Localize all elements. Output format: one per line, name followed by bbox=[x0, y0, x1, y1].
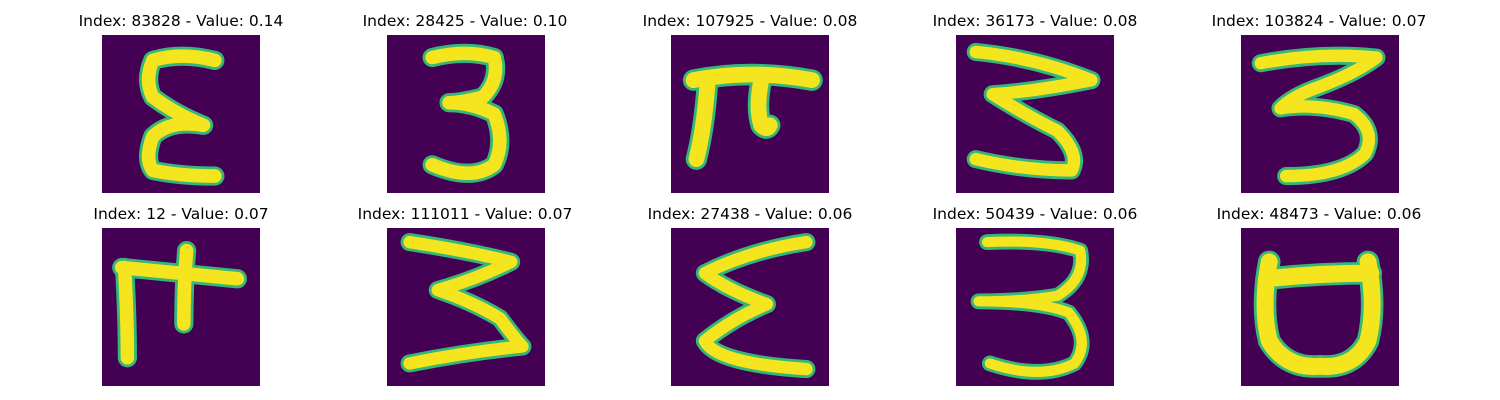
panel-1: Index: 83828 - Value: 0.14 bbox=[39, 10, 323, 193]
panel-10: Index: 48473 - Value: 0.06 bbox=[1177, 203, 1461, 386]
panel-7: Index: 111011 - Value: 0.07 bbox=[323, 203, 607, 386]
panel-8: Index: 27438 - Value: 0.06 bbox=[608, 203, 892, 386]
glyph-image bbox=[102, 228, 260, 386]
glyph-image bbox=[1241, 35, 1399, 193]
panel-title: Index: 12 - Value: 0.07 bbox=[93, 205, 269, 223]
panel-title: Index: 103824 - Value: 0.07 bbox=[1211, 12, 1427, 30]
panel-title: Index: 83828 - Value: 0.14 bbox=[78, 12, 284, 30]
glyph-image bbox=[671, 228, 829, 386]
panel-title: Index: 50439 - Value: 0.06 bbox=[932, 205, 1138, 223]
glyph-image bbox=[102, 35, 260, 193]
glyph-image bbox=[671, 35, 829, 193]
panel-4: Index: 36173 - Value: 0.08 bbox=[893, 10, 1177, 193]
glyph-image bbox=[387, 35, 545, 193]
glyph-image bbox=[956, 228, 1114, 386]
panel-title: Index: 28425 - Value: 0.10 bbox=[362, 12, 568, 30]
panel-title: Index: 111011 - Value: 0.07 bbox=[357, 205, 573, 223]
panel-9: Index: 50439 - Value: 0.06 bbox=[893, 203, 1177, 386]
panel-3: Index: 107925 - Value: 0.08 bbox=[608, 10, 892, 193]
glyph-image bbox=[956, 35, 1114, 193]
panel-5: Index: 103824 - Value: 0.07 bbox=[1177, 10, 1461, 193]
panel-title: Index: 48473 - Value: 0.06 bbox=[1216, 205, 1422, 223]
panel-title: Index: 36173 - Value: 0.08 bbox=[932, 12, 1138, 30]
glyph-image bbox=[1241, 228, 1399, 386]
panel-2: Index: 28425 - Value: 0.10 bbox=[323, 10, 607, 193]
panel-title: Index: 107925 - Value: 0.08 bbox=[642, 12, 858, 30]
panel-6: Index: 12 - Value: 0.07 bbox=[39, 203, 323, 386]
panel-title: Index: 27438 - Value: 0.06 bbox=[647, 205, 853, 223]
glyph-stroke-core bbox=[141, 49, 222, 183]
glyph-image bbox=[387, 228, 545, 386]
